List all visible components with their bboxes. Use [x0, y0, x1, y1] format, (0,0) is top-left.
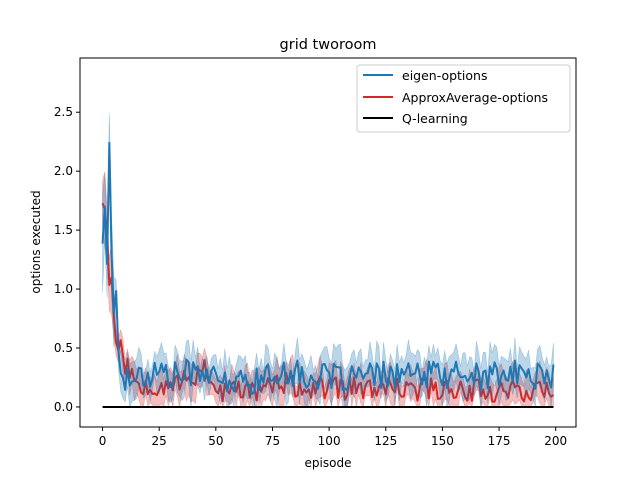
x-tick-label: 25 — [152, 434, 167, 448]
legend-box — [356, 64, 571, 133]
x-tick-label: 175 — [488, 434, 511, 448]
y-tick-label: 0.5 — [54, 341, 73, 355]
y-tick-label: 2.0 — [54, 164, 73, 178]
legend-label-eigen-options: eigen-options — [402, 68, 488, 83]
x-tick-label: 75 — [265, 434, 280, 448]
x-axis: 0 25 50 75 100 125 150 175 200 — [99, 427, 567, 448]
x-tick-label: 0 — [99, 434, 107, 448]
y-tick-label: 0.0 — [54, 400, 73, 414]
axes-frame — [79, 57, 577, 428]
series-line-eigen-options — [101, 141, 555, 395]
x-tick-label: 200 — [544, 434, 567, 448]
x-tick-label: 125 — [374, 434, 397, 448]
x-tick-label: 50 — [208, 434, 223, 448]
y-axis-label: options executed — [29, 190, 43, 293]
plot-area — [101, 112, 555, 409]
x-tick-label: 100 — [318, 434, 341, 448]
legend-label-q-learning: Q-learning — [402, 111, 468, 126]
legend: eigen-options ApproxAverage-options Q-le… — [356, 64, 571, 133]
legend-label-approxaverage-options: ApproxAverage-options — [402, 90, 548, 105]
y-axis: 0.0 0.5 1.0 1.5 2.0 2.5 — [54, 105, 80, 414]
x-axis-label: episode — [305, 456, 352, 470]
x-tick-label: 150 — [431, 434, 454, 448]
chart-title: grid tworoom — [280, 37, 377, 53]
y-tick-label: 1.5 — [54, 223, 73, 237]
y-tick-label: 1.0 — [54, 282, 73, 296]
y-tick-label: 2.5 — [54, 105, 73, 119]
series-line-approxaverage-options — [101, 202, 555, 403]
